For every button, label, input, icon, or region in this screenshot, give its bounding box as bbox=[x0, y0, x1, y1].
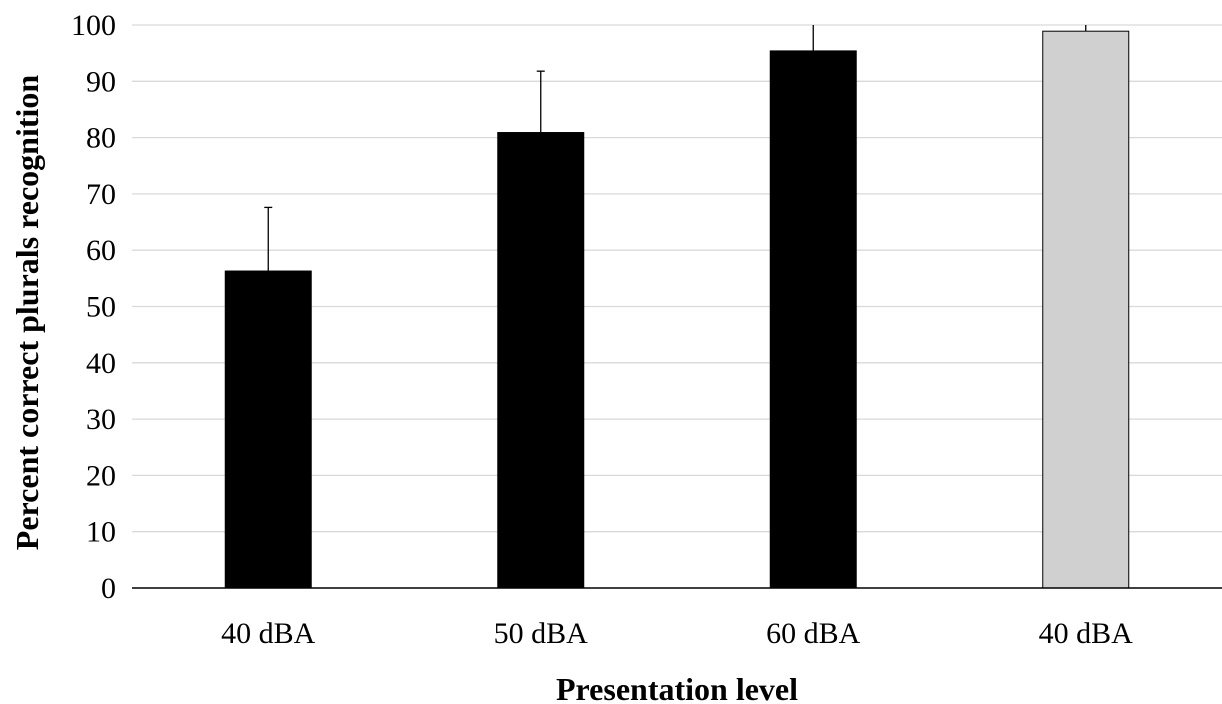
bars bbox=[224, 30, 1130, 589]
y-tick-label: 80 bbox=[86, 122, 116, 155]
y-tick-label: 0 bbox=[101, 572, 116, 605]
x-axis-title: Presentation level bbox=[556, 671, 798, 704]
y-axis-title: Percent correct plurals recognition bbox=[9, 75, 45, 551]
bar bbox=[769, 50, 857, 589]
y-tick-label: 30 bbox=[86, 403, 116, 436]
bar bbox=[1042, 30, 1130, 589]
y-tick-label: 20 bbox=[86, 459, 116, 492]
x-tick-label: 40 dBA bbox=[1039, 617, 1134, 650]
error-bars bbox=[264, 25, 1087, 272]
y-tick-label: 90 bbox=[86, 65, 116, 98]
y-tick-label: 70 bbox=[86, 178, 116, 211]
y-tick-label: 10 bbox=[86, 516, 116, 549]
y-tick-label: 100 bbox=[71, 9, 116, 42]
y-tick-label: 40 bbox=[86, 347, 116, 380]
bar bbox=[497, 132, 585, 589]
bar bbox=[224, 270, 312, 589]
x-tick-label: 60 dBA bbox=[766, 617, 861, 650]
y-tick-label: 60 bbox=[86, 234, 116, 267]
y-tick-labels: 0 10 20 30 40 50 60 70 80 90 100 bbox=[71, 9, 116, 605]
x-tick-label: 40 dBA bbox=[221, 617, 316, 650]
x-tick-label: 50 dBA bbox=[494, 617, 589, 650]
gridlines bbox=[132, 24, 1222, 533]
x-tick-labels: 40 dBA 50 dBA 60 dBA 40 dBA bbox=[221, 617, 1133, 650]
y-tick-label: 50 bbox=[86, 291, 116, 324]
